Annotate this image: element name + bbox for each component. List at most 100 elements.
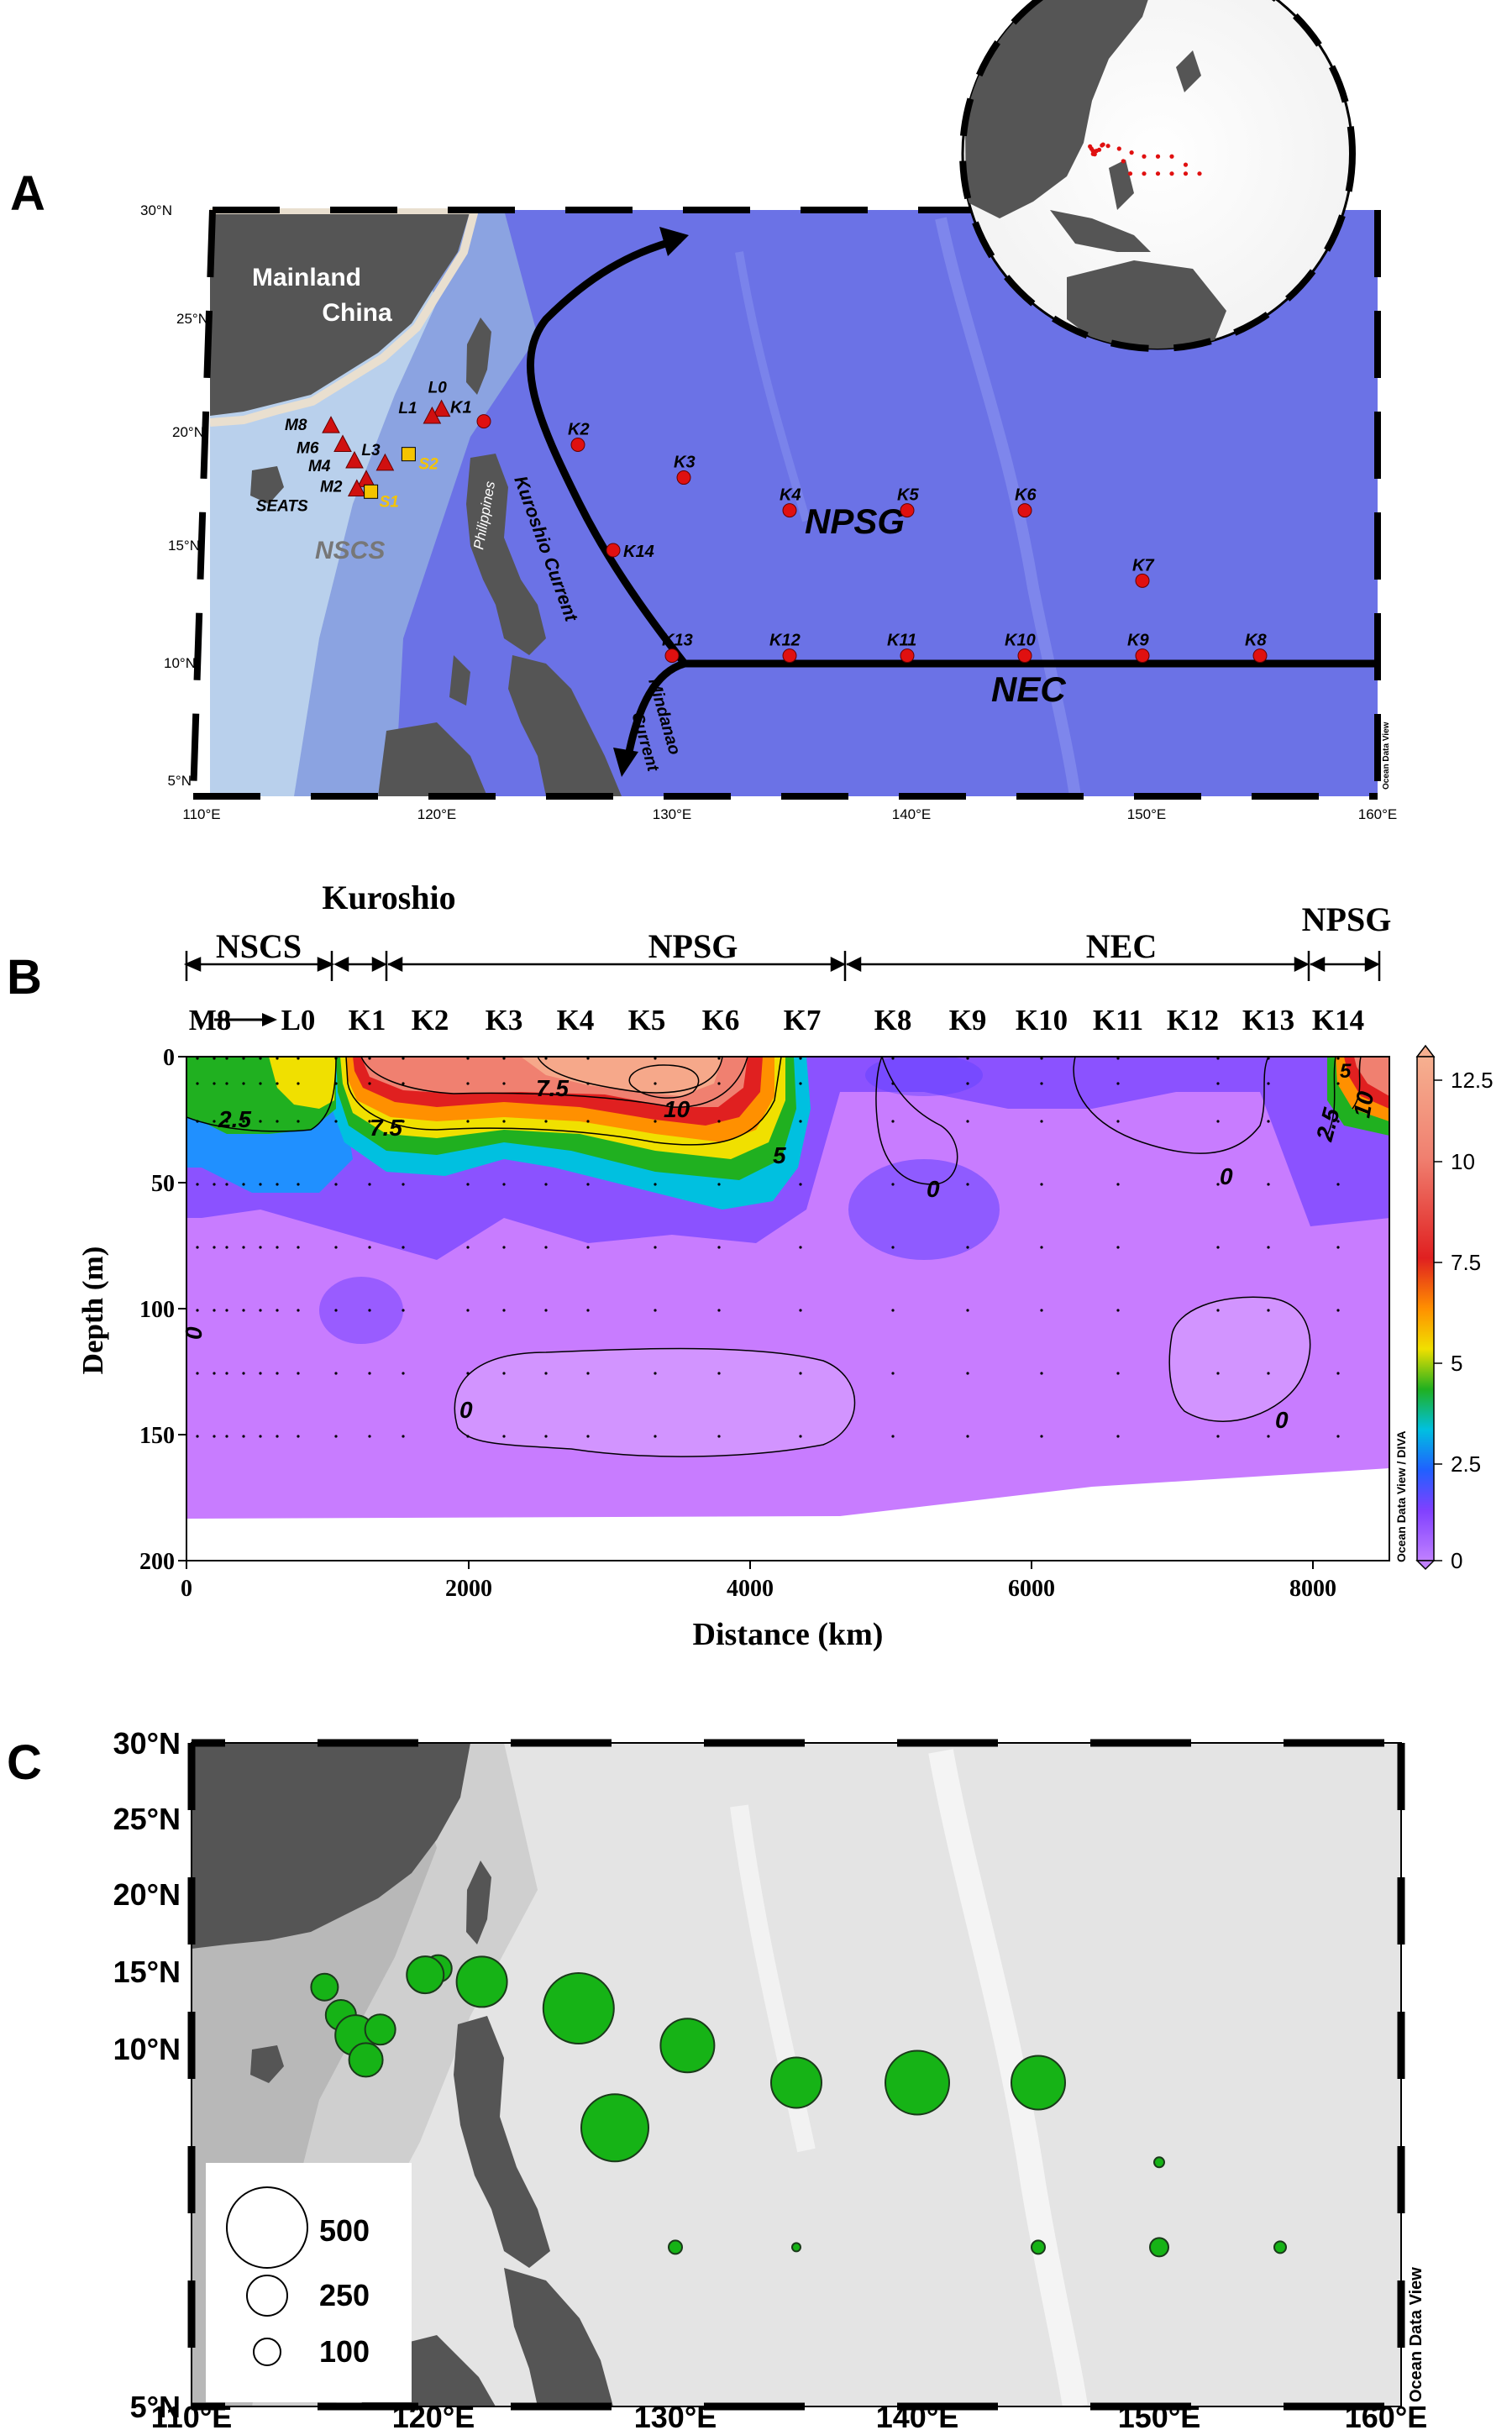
grey-taiwan (466, 1861, 491, 1945)
sample-dot (1336, 1183, 1340, 1186)
sample-dot (717, 1120, 721, 1123)
sample-dot (297, 1246, 300, 1249)
station-label-k9: K9 (1127, 632, 1149, 650)
sample-dot (1267, 1082, 1270, 1085)
panel-a-map: A (10, 0, 1397, 822)
globe-dashed-ring (959, 0, 1356, 352)
npsg-hot-core (521, 1057, 722, 1096)
sample-dot (544, 1120, 548, 1123)
panel-c-lat-labels: 30°N 25°N 20°N 15°N 10°N 5°N (113, 1726, 181, 2424)
k14-salmon (1354, 1057, 1389, 1096)
sample-dot (586, 1183, 590, 1186)
sample-dot (799, 1057, 802, 1060)
section-station-label: K6 (702, 1004, 740, 1037)
station-marker-k7 (1135, 573, 1150, 588)
sample-dot (213, 1246, 216, 1249)
sample-dot (966, 1057, 969, 1060)
china-label: China (322, 299, 392, 327)
mindanao-island (508, 655, 622, 796)
bubble-k2 (542, 1972, 615, 2044)
sample-dot (225, 1372, 228, 1375)
sample-dot (402, 1120, 405, 1123)
sample-dot (466, 1120, 470, 1123)
x-tick-marks (186, 1561, 1314, 1569)
sample-dot (334, 1246, 338, 1249)
lat-label: 30°N (113, 1726, 181, 1761)
kuroshio-arrowhead (659, 227, 689, 256)
sample-dot (891, 1372, 895, 1375)
sample-dot (654, 1057, 657, 1060)
globe-station-dot (1116, 146, 1121, 151)
sample-dot (891, 1082, 895, 1085)
station-marker-k2 (570, 438, 585, 452)
sample-dot (1116, 1057, 1120, 1060)
globe-station-dot (1092, 152, 1097, 157)
lat-label: 5°N (130, 2390, 181, 2424)
station-marker-k3 (676, 470, 691, 485)
sample-dot (196, 1183, 199, 1186)
sample-dot (213, 1120, 216, 1123)
station-marker-l1 (423, 406, 442, 424)
sample-dot (799, 1246, 802, 1249)
station-label-m6: M6 (297, 440, 319, 458)
sample-dot (259, 1183, 262, 1186)
sample-dot (1116, 1309, 1120, 1312)
sample-dot (276, 1246, 279, 1249)
panel-b-letter: B (7, 950, 42, 1005)
sample-dot (297, 1082, 300, 1085)
sample-dot (717, 1435, 721, 1438)
station-marker-s2 (401, 447, 416, 462)
sample-dot (966, 1183, 969, 1186)
region-label: NEC (1086, 927, 1157, 965)
sample-dot (1336, 1372, 1340, 1375)
sample-dot (297, 1057, 300, 1060)
no-data-mask (186, 1468, 1389, 1561)
sample-dot (717, 1309, 721, 1312)
sample-dot (1216, 1372, 1220, 1375)
bubble-k3 (659, 2018, 716, 2074)
contour-label: 0 (459, 1397, 473, 1423)
bubble-m2 (348, 2042, 384, 2078)
nscs-yellow (269, 1057, 336, 1109)
lon-label: 120°E (417, 806, 457, 822)
sample-dot (544, 1372, 548, 1375)
sample-dot (402, 1183, 405, 1186)
sample-dot (966, 1309, 969, 1312)
sample-dot (502, 1120, 506, 1123)
sample-dot (276, 1309, 279, 1312)
sample-dot (1040, 1246, 1043, 1249)
borneo-land (378, 722, 487, 796)
bubble-m8 (310, 1972, 339, 2002)
station-marker-s1 (364, 484, 379, 499)
globe-station-dot (1105, 144, 1110, 149)
station-marker-l3 (375, 453, 395, 471)
sample-dot (1267, 1120, 1270, 1123)
sample-dot (297, 1435, 300, 1438)
lat-label: 25°N (113, 1802, 181, 1836)
globe-philippines (1109, 160, 1134, 210)
panel-b-odv-credit: Ocean Data View / DIVA (1394, 1430, 1408, 1562)
ridge-highlight (928, 1749, 1088, 2406)
sample-dot (196, 1372, 199, 1375)
station-label-m2: M2 (320, 478, 343, 496)
globe-station-dot (1121, 159, 1126, 164)
panel-c-neatline (187, 1739, 1405, 2411)
sample-dot (242, 1183, 245, 1186)
section-station-label: K14 (1312, 1004, 1364, 1037)
bubble-l3 (364, 2013, 396, 2046)
grey-mainland (192, 1743, 470, 1949)
sample-dot (297, 1372, 300, 1375)
lon-label: 140°E (876, 2400, 958, 2430)
m8-to-l0-arrowhead (262, 1013, 277, 1026)
sample-dot (654, 1120, 657, 1123)
section-station-label: K10 (1016, 1004, 1068, 1037)
sample-dot (213, 1435, 216, 1438)
panel-c-odv-credit: Ocean Data View (1407, 2267, 1425, 2402)
sample-dot (891, 1057, 895, 1060)
sample-dot (242, 1057, 245, 1060)
globe-asia (964, 0, 1159, 218)
sample-dot (402, 1082, 405, 1085)
warm-core-contours (186, 1057, 1362, 1146)
sample-dot (334, 1183, 338, 1186)
globe-indonesia (1050, 210, 1151, 252)
